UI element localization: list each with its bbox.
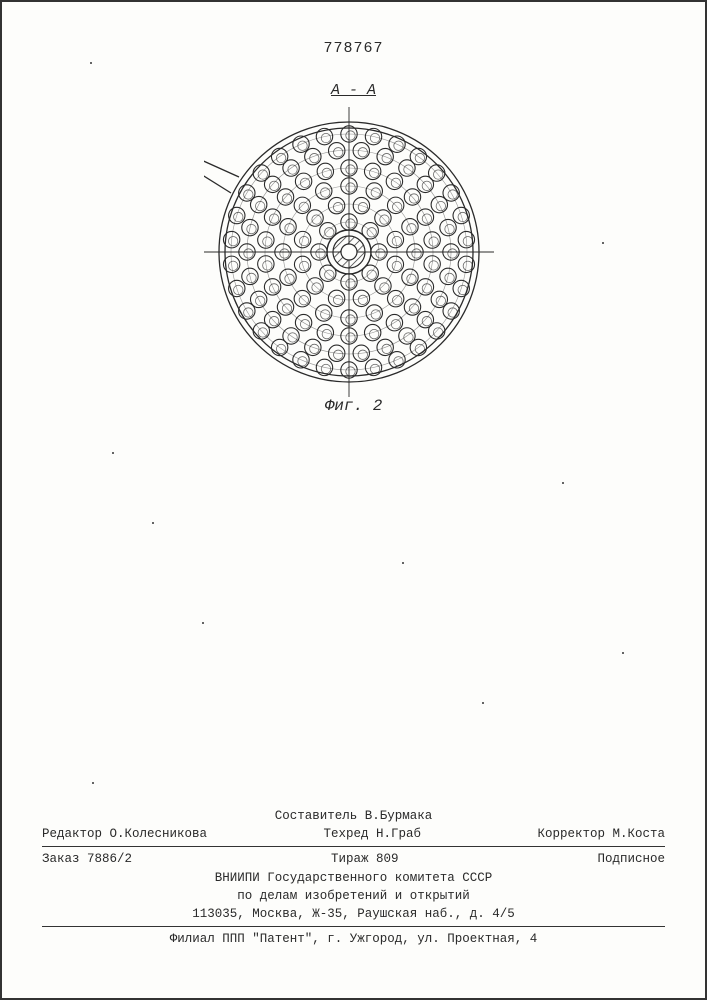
org-line-1: ВНИИПИ Государственного комитета СССР	[42, 869, 665, 887]
credits-row: Редактор О.Колесникова Техред Н.Граб Кор…	[42, 825, 665, 843]
patent-page: 778767 А - А Фиг. 2 Составитель В.Бурмак…	[0, 0, 707, 1000]
corrector: Корректор М.Коста	[537, 825, 665, 843]
compiler-line: Составитель В.Бурмака	[42, 807, 665, 825]
patent-number: 778767	[323, 40, 383, 57]
branch-line: Филиал ППП "Патент", г. Ужгород, ул. Про…	[42, 930, 665, 948]
footer-block: Составитель В.Бурмака Редактор О.Колесни…	[42, 807, 665, 948]
divider-1	[42, 846, 665, 847]
figure-caption: Фиг. 2	[325, 397, 383, 415]
address-line: 113035, Москва, Ж-35, Раушская наб., д. …	[42, 905, 665, 923]
org-line-2: по делам изобретений и открытий	[42, 887, 665, 905]
podpisnoe: Подписное	[597, 850, 665, 868]
tirazh: Тираж 809	[331, 850, 399, 868]
editor: Редактор О.Колесникова	[42, 825, 207, 843]
divider-2	[42, 926, 665, 927]
section-label: А - А	[331, 82, 376, 99]
order: Заказ 7886/2	[42, 850, 132, 868]
figure-diagram	[204, 107, 504, 412]
techred: Техред Н.Граб	[323, 825, 421, 843]
order-row: Заказ 7886/2 Тираж 809 Подписное	[42, 850, 665, 868]
